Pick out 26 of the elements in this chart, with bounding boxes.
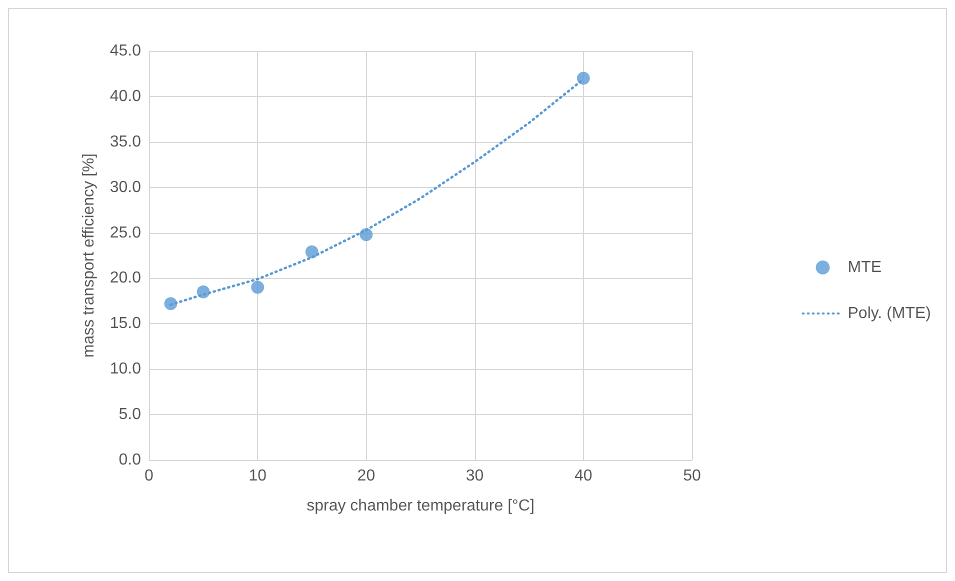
y-tick-label: 15.0 [110,315,142,332]
legend-label: Poly. (MTE) [848,305,932,322]
x-tick-label: 20 [357,468,376,484]
y-axis-title: mass transport efficiency [%] [80,153,98,358]
point [251,280,264,294]
y-tick-label: 10.0 [110,360,142,378]
x-tick-label: 0 [144,468,154,484]
y-tick-label: 30.0 [110,178,142,196]
point [360,228,373,242]
y-tick-label: 25.0 [110,224,142,242]
x-tick-label: 50 [683,468,701,484]
y-tick-label: 0.0 [118,452,142,468]
legend-label: MTE [848,259,882,276]
x-tick-label: 10 [248,468,267,484]
x-tick-label: 40 [574,468,592,484]
y-tick-label: 40.0 [110,88,142,105]
y-tick-label: 20.0 [110,270,142,287]
point [576,72,590,85]
point [305,245,318,258]
y-tick-label: 45.0 [110,42,142,60]
y-tick-label: 5.0 [118,406,142,424]
x-tick-label: 30 [466,468,484,484]
point [164,297,178,310]
y-tick-label: 35.0 [110,133,142,150]
point [196,285,210,298]
x-axis-title: spray chamber temperature [°C] [306,498,534,514]
